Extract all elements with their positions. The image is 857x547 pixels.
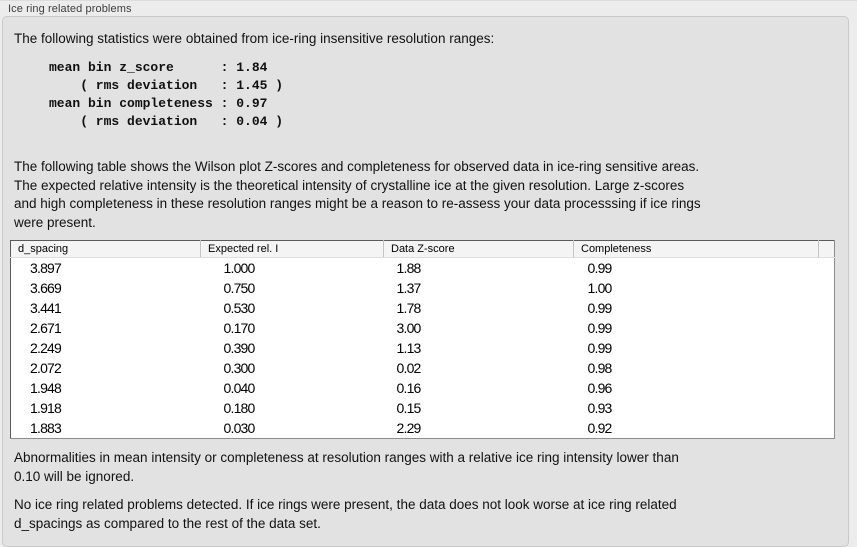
column-header-data-z-score[interactable]: Data Z-score [383, 240, 574, 258]
cell-d-spacing: 1.883 [30, 420, 62, 436]
table-row[interactable]: 1.918 0.180 0.15 0.93 [11, 398, 835, 418]
column-header-empty [818, 240, 835, 258]
cell-d-spacing: 2.249 [30, 340, 62, 356]
ignore-note: Abnormalities in mean intensity or compl… [14, 450, 679, 484]
table-header-row: d_spacing Expected rel. I Data Z-score C… [10, 240, 835, 258]
stats-block: mean bin z_score : 1.84 ( rms deviation … [49, 60, 284, 129]
column-header-expected-rel-i[interactable]: Expected rel. I [200, 240, 384, 258]
table-row[interactable]: 3.897 1.000 1.88 0.99 [11, 258, 835, 279]
cell-data-z-score: 0.02 [396, 360, 422, 376]
cell-expected-rel-i: 0.040 [223, 380, 256, 396]
table-row[interactable]: 3.441 0.530 1.78 0.99 [11, 298, 835, 318]
cell-expected-rel-i: 0.170 [223, 320, 256, 336]
table-row[interactable]: 3.669 0.750 1.37 1.00 [11, 278, 835, 298]
cell-d-spacing: 3.441 [30, 300, 62, 316]
cell-d-spacing: 1.918 [30, 400, 62, 416]
cell-data-z-score: 1.88 [396, 260, 422, 276]
description-text: The following table shows the Wilson plo… [14, 159, 701, 230]
cell-d-spacing: 3.669 [30, 280, 62, 296]
cell-completeness: 0.99 [587, 340, 613, 356]
cell-data-z-score: 1.37 [396, 280, 422, 296]
cell-completeness: 0.99 [587, 300, 613, 316]
cell-expected-rel-i: 0.180 [223, 400, 256, 416]
cell-expected-rel-i: 0.530 [223, 300, 256, 316]
table-row[interactable]: 2.671 0.170 3.00 0.99 [11, 318, 835, 338]
cell-d-spacing: 3.897 [30, 260, 62, 276]
top-divider [0, 0, 857, 1]
ice-ring-table[interactable]: d_spacing Expected rel. I Data Z-score C… [10, 240, 835, 439]
column-header-completeness[interactable]: Completeness [573, 240, 819, 258]
table-row[interactable]: 2.072 0.300 0.02 0.98 [11, 358, 835, 378]
cell-expected-rel-i: 0.750 [223, 280, 256, 296]
conclusion-text: No ice ring related problems detected. I… [14, 497, 677, 531]
cell-data-z-score: 1.78 [396, 300, 422, 316]
panel-title: Ice ring related problems [8, 3, 132, 15]
cell-completeness: 0.92 [587, 420, 613, 436]
cell-expected-rel-i: 0.390 [223, 340, 256, 356]
cell-completeness: 0.98 [587, 360, 613, 376]
table-row[interactable]: 2.249 0.390 1.13 0.99 [11, 338, 835, 358]
cell-expected-rel-i: 1.000 [223, 260, 256, 276]
cell-completeness: 0.99 [587, 260, 613, 276]
cell-d-spacing: 1.948 [30, 380, 62, 396]
cell-data-z-score: 0.15 [396, 400, 422, 416]
cell-expected-rel-i: 0.030 [223, 420, 256, 436]
column-header-d-spacing[interactable]: d_spacing [10, 240, 201, 258]
cell-d-spacing: 2.671 [30, 320, 62, 336]
cell-completeness: 0.96 [587, 380, 613, 396]
cell-completeness: 1.00 [587, 280, 613, 296]
intro-text: The following statistics were obtained f… [14, 31, 495, 46]
cell-data-z-score: 1.13 [396, 340, 422, 356]
cell-expected-rel-i: 0.300 [223, 360, 256, 376]
cell-data-z-score: 3.00 [396, 320, 422, 336]
cell-d-spacing: 2.072 [30, 360, 62, 376]
table-row[interactable]: 1.883 0.030 2.29 0.92 [11, 418, 835, 439]
table-row[interactable]: 1.948 0.040 0.16 0.96 [11, 378, 835, 398]
cell-data-z-score: 2.29 [396, 420, 422, 436]
cell-completeness: 0.93 [587, 400, 613, 416]
cell-data-z-score: 0.16 [396, 380, 422, 396]
cell-completeness: 0.99 [587, 320, 613, 336]
